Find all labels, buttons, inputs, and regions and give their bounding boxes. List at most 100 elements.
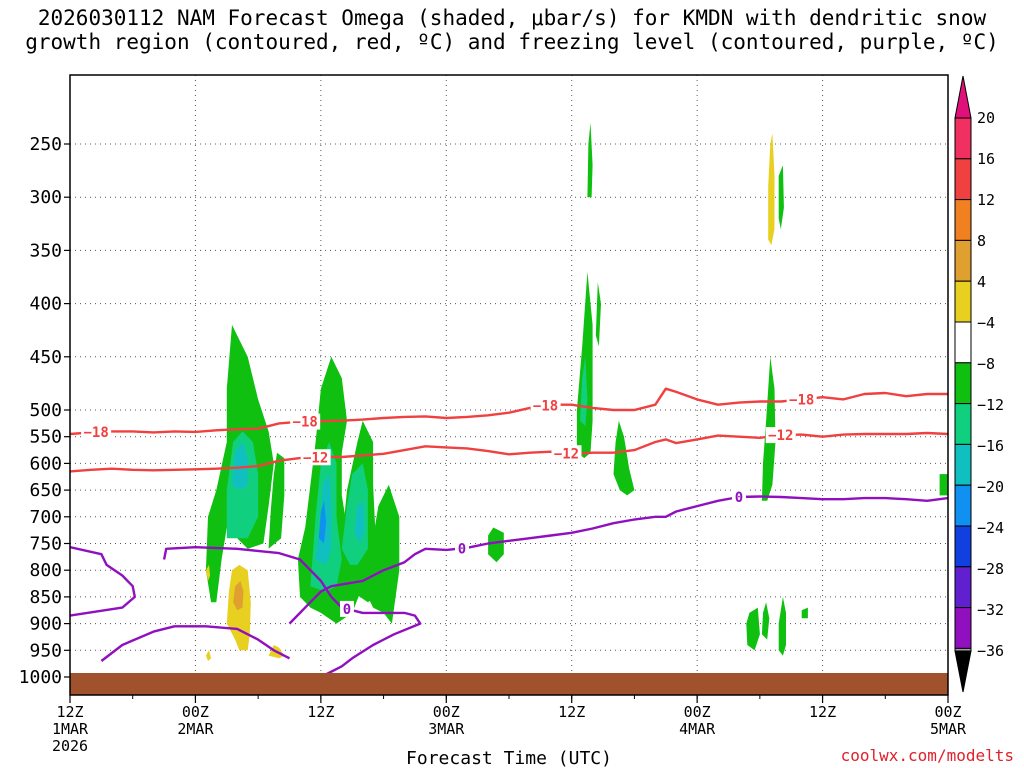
- omega-shade-20: [595, 282, 601, 347]
- colorbar-swatch-7: [954, 403, 972, 445]
- contour-2-0: [70, 546, 137, 617]
- y-tick-label-400: 400: [29, 294, 62, 315]
- omega-shade-24: [778, 165, 784, 230]
- colorbar-label-2: 12: [977, 191, 995, 209]
- contour-label-bg-2-1: [454, 540, 469, 557]
- colorbar-label-0: 20: [977, 109, 995, 127]
- x-tick-label-12-0: 00Z: [182, 703, 209, 721]
- colorbar-label-6: −8: [977, 355, 995, 373]
- contour-label-bg-0-1: [290, 413, 321, 430]
- contour-label-1-2: −12: [768, 428, 793, 444]
- colorbar-swatch-0: [954, 117, 972, 160]
- omega-shade-19: [580, 356, 588, 426]
- colorbar-top-arrow: [954, 75, 972, 119]
- colorbar-label-5: −4: [977, 314, 995, 332]
- contour-label-1-1: −12: [554, 446, 579, 462]
- colorbar-swatch-8: [954, 443, 972, 486]
- contour-label-bg-0-3: [786, 391, 817, 408]
- omega-shade-8: [205, 650, 212, 661]
- contour-label-0-1: −18: [293, 415, 318, 431]
- contour-1-0: [70, 431, 948, 473]
- omega-shade-26: [746, 607, 760, 651]
- colorbar-swatch-4: [954, 280, 972, 323]
- y-tick-label-350: 350: [29, 240, 62, 261]
- x-tick-label-0-2: 2026: [52, 737, 88, 755]
- contour-label-bg-2-0: [339, 600, 354, 617]
- colorbar-label-12: −32: [977, 601, 1004, 619]
- x-tick-label-84-1: 5MAR: [930, 720, 967, 738]
- x-tick-label-0-1: 1MAR: [52, 720, 89, 738]
- y-tick-label-500: 500: [29, 400, 62, 421]
- y-tick-label-950: 950: [29, 640, 62, 661]
- y-tick-label-1000: 1000: [19, 667, 62, 688]
- colorbar-label-1: 16: [977, 150, 995, 168]
- colorbar-label-13: −36: [977, 642, 1004, 660]
- x-tick-label-12-1: 2MAR: [177, 720, 214, 738]
- y-tick-label-450: 450: [29, 347, 62, 368]
- omega-shade-16: [354, 500, 365, 544]
- x-tick-label-84-0: 00Z: [934, 703, 961, 721]
- y-tick-label-250: 250: [29, 134, 62, 155]
- y-tick-label-300: 300: [29, 187, 62, 208]
- x-axis-label: Forecast Time (UTC): [406, 748, 612, 768]
- colorbar-swatch-2: [954, 199, 972, 241]
- contour-label-bg-0-2: [530, 397, 561, 414]
- contour-label-bg-1-2: [765, 427, 796, 444]
- colorbar-bottom-arrow: [954, 650, 972, 693]
- x-tick-label-24-0: 12Z: [307, 703, 334, 721]
- omega-shade-6: [205, 564, 211, 581]
- contours: −18 −18 −18 −18 −12 −12 −12 0 0 0: [70, 387, 948, 679]
- y-tick-label-700: 700: [29, 507, 62, 528]
- colorbar-swatch-6: [954, 362, 972, 405]
- omega-shade-1: [268, 452, 285, 549]
- omega-shade-17: [488, 527, 504, 563]
- y-tick-label-750: 750: [29, 534, 62, 555]
- x-tick-label-36-1: 3MAR: [428, 720, 465, 738]
- ground: [70, 673, 948, 695]
- colorbar-label-11: −28: [977, 560, 1004, 578]
- y-tick-label-850: 850: [29, 587, 62, 608]
- colorbar-swatch-3: [954, 239, 972, 282]
- colorbar-label-10: −24: [977, 519, 1004, 537]
- credit-text: coolwx.com/modelts: [840, 746, 1014, 765]
- y-tick-label-900: 900: [29, 614, 62, 635]
- contour-label-bg-2-2: [731, 489, 746, 506]
- contour-label-bg-1-0: [300, 449, 331, 466]
- omega-shade-29: [801, 607, 808, 619]
- colorbar-swatch-9: [954, 484, 972, 527]
- colorbar-swatch-11: [954, 566, 972, 609]
- colorbar: 20 16 12 8 4 −4 −8 −12 −16 −20 −24 −28 −32 −36: [954, 75, 1004, 693]
- contour-label-0-0: −18: [83, 425, 108, 441]
- contour-label-2-0: 0: [343, 602, 351, 618]
- colorbar-label-7: −12: [977, 396, 1004, 414]
- omega-shade-5: [233, 580, 244, 611]
- chart-title-line-2: growth region (contoured, red, ºC) and f…: [25, 30, 999, 54]
- colorbar-swatch-5: [954, 321, 972, 364]
- x-tick-label-60-1: 4MAR: [679, 720, 716, 738]
- x-tick-label-48-0: 12Z: [558, 703, 585, 721]
- omega-shade-21: [613, 420, 635, 496]
- contour-2-3: [288, 495, 948, 625]
- contour-label-2-1: 0: [458, 541, 466, 557]
- y-tick-label-600: 600: [29, 453, 62, 474]
- colorbar-swatch-12: [954, 607, 972, 649]
- contour-label-bg-0-0: [81, 424, 112, 441]
- contour-label-2-2: 0: [735, 490, 743, 506]
- colorbar-label-8: −16: [977, 437, 1004, 455]
- omega-shade-11: [367, 484, 400, 624]
- x-tick-label-36-0: 00Z: [433, 703, 460, 721]
- omega-shade-27: [761, 602, 770, 640]
- y-tick-label-650: 650: [29, 480, 62, 501]
- omega-shade-14: [318, 500, 327, 544]
- omega-shade-28: [778, 596, 786, 656]
- contour-label-0-3: −18: [789, 392, 814, 408]
- omega-shade-30: [939, 474, 948, 496]
- chart-title: 2026030112 NAM Forecast Omega (shaded, μ…: [0, 6, 1024, 54]
- y-tick-label-800: 800: [29, 560, 62, 581]
- contour-label-1-0: −12: [303, 450, 328, 466]
- colorbar-label-9: −20: [977, 478, 1004, 496]
- x-tick-label-72-0: 12Z: [809, 703, 836, 721]
- omega-shade-22: [587, 122, 593, 198]
